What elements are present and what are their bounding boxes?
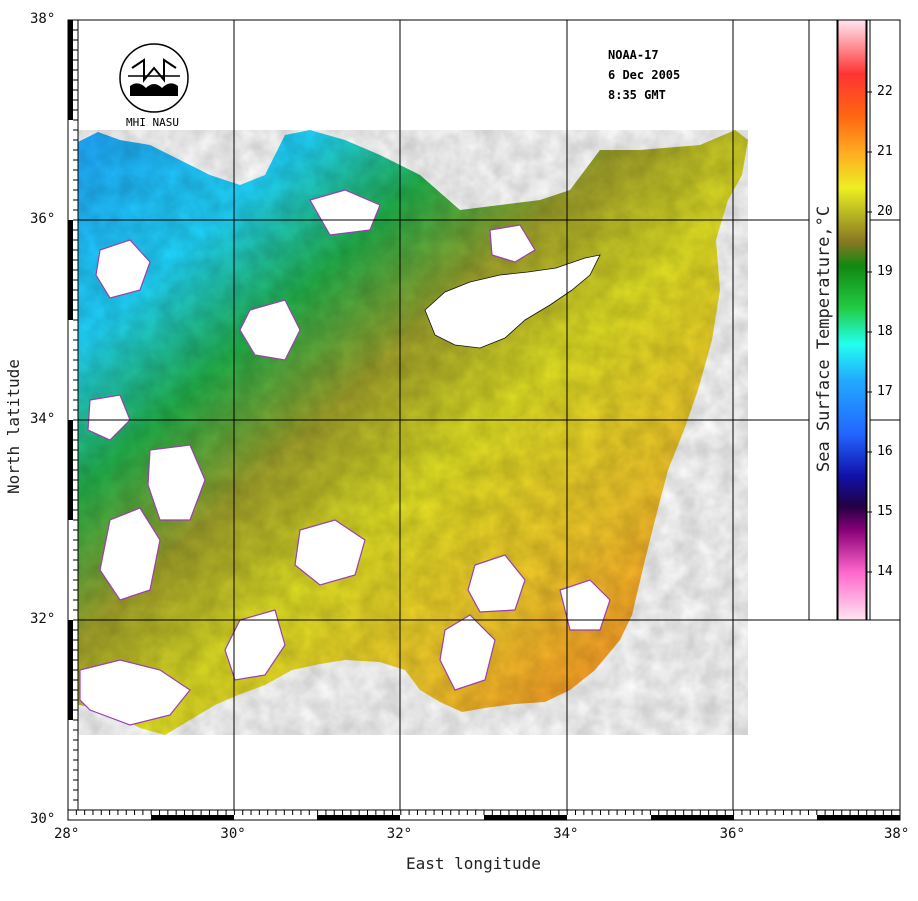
colorbar-label: 14 xyxy=(877,564,893,579)
lon-tick-label: 32° xyxy=(386,826,413,842)
colorbar xyxy=(808,19,872,621)
colorbar-ramp xyxy=(837,19,867,621)
colorbar-title: Sea Surface Temperature,°C xyxy=(814,205,834,472)
cyprus-island xyxy=(424,254,601,349)
y-axis-title: North latitude xyxy=(4,359,23,494)
colorbar-label: 22 xyxy=(877,84,893,99)
cloud-masks xyxy=(79,189,611,726)
colorbar-label: 15 xyxy=(877,504,893,519)
lat-tick-label: 30° xyxy=(30,811,56,827)
colorbar-label: 20 xyxy=(877,204,893,219)
lon-tick-label: 36° xyxy=(719,826,745,842)
observation-date: 6 Dec 2005 xyxy=(608,68,681,82)
logo-label: MHI NASU xyxy=(126,116,179,129)
lon-tick-label: 30° xyxy=(220,826,246,842)
colorbar-label: 18 xyxy=(877,324,893,339)
lat-tick-label: 32° xyxy=(30,611,56,627)
lat-tick-label: 34° xyxy=(30,411,56,427)
colorbar-label: 21 xyxy=(877,144,893,159)
lon-tick-label: 34° xyxy=(553,826,579,842)
mhi-logo xyxy=(119,43,189,113)
lon-tick-label: 38° xyxy=(884,826,910,842)
observation-time: 8:35 GMT xyxy=(608,88,666,102)
lat-scale-bar xyxy=(67,19,79,821)
colorbar-label: 17 xyxy=(877,384,893,399)
colorbar-label: 16 xyxy=(877,444,893,459)
colorbar-label: 19 xyxy=(877,264,893,279)
x-axis-title: East longitude xyxy=(406,854,541,873)
lon-tick-label: 28° xyxy=(54,826,80,842)
satellite-name: NOAA-17 xyxy=(608,48,659,62)
lat-tick-label: 38° xyxy=(30,11,56,27)
lon-scale-bar xyxy=(67,809,901,821)
lat-tick-label: 36° xyxy=(30,211,56,227)
graticule xyxy=(68,20,900,820)
